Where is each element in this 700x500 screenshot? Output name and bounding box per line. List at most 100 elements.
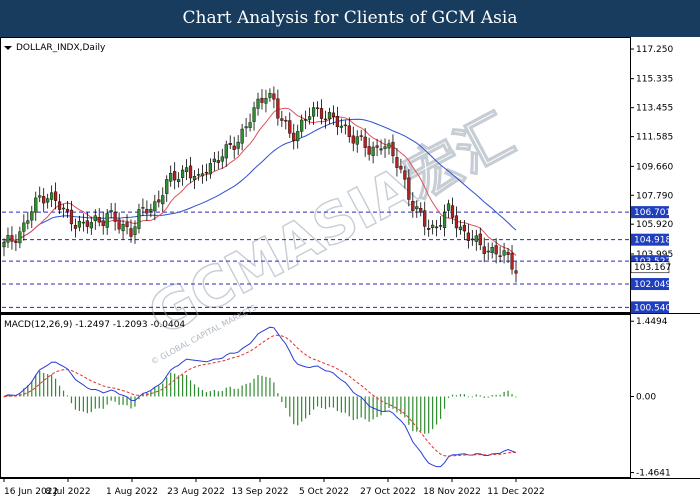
macd-tick-label: -1.4641 bbox=[636, 469, 671, 479]
macd-histogram-bar bbox=[499, 394, 501, 397]
macd-histogram-bar bbox=[241, 385, 243, 397]
macd-histogram-bar bbox=[158, 385, 160, 397]
macd-histogram-bar bbox=[74, 396, 77, 410]
macd-histogram-bar bbox=[301, 396, 303, 422]
candle-body bbox=[129, 228, 133, 237]
candle-body bbox=[46, 198, 50, 203]
macd-histogram-bar bbox=[384, 396, 386, 412]
candle-body bbox=[240, 128, 244, 144]
candle-body bbox=[272, 93, 276, 100]
candle-body bbox=[419, 208, 423, 213]
macd-histogram-bar bbox=[98, 396, 100, 409]
candle-body bbox=[304, 119, 308, 121]
macd-histogram-bar bbox=[221, 391, 223, 397]
candle-body bbox=[77, 220, 82, 228]
macd-histogram-bar bbox=[213, 389, 215, 397]
candle-body bbox=[256, 98, 260, 109]
macd-histogram-bar bbox=[205, 392, 208, 397]
macd-histogram-bar bbox=[90, 396, 92, 413]
candle-body bbox=[478, 233, 482, 246]
macd-histogram-bar bbox=[229, 386, 231, 397]
macd-histogram-bar bbox=[66, 395, 69, 397]
macd-histogram-bar bbox=[162, 383, 164, 397]
macd-histogram-bar bbox=[277, 393, 279, 397]
slow-moving-average-line bbox=[3, 118, 517, 243]
candle-body bbox=[454, 215, 459, 229]
candle-body bbox=[327, 112, 332, 120]
candle-body bbox=[331, 112, 336, 118]
macd-histogram-bar bbox=[392, 396, 394, 409]
candle-body bbox=[280, 118, 284, 121]
candle-body bbox=[435, 226, 439, 229]
macd-histogram-bar bbox=[467, 396, 469, 398]
price-tick-label: 103.995 bbox=[636, 250, 673, 260]
macd-histogram-bar bbox=[289, 396, 291, 417]
candle-body bbox=[105, 213, 109, 228]
candle-body bbox=[387, 143, 391, 149]
candle-body bbox=[391, 141, 395, 157]
candle-body bbox=[212, 158, 216, 163]
candle-body bbox=[208, 163, 212, 175]
macd-line bbox=[3, 326, 517, 468]
candle-body bbox=[42, 196, 46, 204]
candle-body bbox=[284, 119, 288, 122]
macd-histogram-bar bbox=[432, 396, 434, 430]
macd-histogram-bar bbox=[106, 396, 108, 405]
candle-body bbox=[498, 255, 502, 257]
macd-histogram-bar bbox=[78, 396, 81, 411]
macd-histogram-bar bbox=[27, 385, 29, 397]
macd-histogram bbox=[3, 371, 517, 434]
candle-body bbox=[173, 171, 177, 181]
macd-histogram-bar bbox=[364, 396, 366, 420]
time-tick-label: 13 Sep 2022 bbox=[231, 487, 288, 497]
candle-body bbox=[38, 195, 42, 198]
macd-histogram-bar bbox=[54, 378, 57, 397]
macd-histogram-bar bbox=[515, 396, 517, 398]
candle-body bbox=[121, 224, 125, 232]
candle-body bbox=[399, 165, 403, 170]
candle-body bbox=[220, 156, 224, 162]
candle-body bbox=[69, 209, 74, 225]
candle-body bbox=[216, 160, 220, 163]
candle-body bbox=[85, 220, 89, 227]
candle-body bbox=[177, 179, 181, 183]
macd-histogram-bar bbox=[312, 396, 315, 410]
chart-header-title: Chart Analysis for Clients of GCM Asia bbox=[0, 0, 700, 37]
candle-body bbox=[161, 195, 165, 205]
macd-histogram-bar bbox=[416, 396, 418, 432]
candle-body bbox=[450, 205, 455, 218]
candle-body bbox=[415, 206, 419, 210]
candle-body bbox=[26, 220, 30, 224]
candle-body bbox=[470, 238, 474, 241]
time-tick-label: 1 Aug 2022 bbox=[106, 487, 158, 497]
macd-histogram-bar bbox=[122, 396, 124, 405]
price-tick-label: 113.455 bbox=[636, 104, 673, 114]
candle-body bbox=[351, 135, 355, 144]
macd-histogram-bar bbox=[368, 396, 370, 422]
macd-histogram-bar bbox=[102, 396, 104, 409]
macd-histogram-bar bbox=[130, 396, 132, 409]
time-tick-label: 8 Jul 2022 bbox=[45, 487, 90, 497]
macd-histogram-bar bbox=[443, 396, 446, 409]
macd-histogram-bar bbox=[185, 375, 188, 397]
chart-canvas: GCMASIA宏汇 © GLOBAL CAPITAL MARKETS 117.2… bbox=[0, 37, 700, 497]
macd-histogram-bar bbox=[94, 396, 96, 409]
macd-histogram-bar bbox=[495, 394, 497, 397]
candlestick-series bbox=[2, 86, 518, 283]
candle-body bbox=[308, 116, 312, 120]
macd-histogram-bar bbox=[118, 396, 120, 405]
macd-histogram-bar bbox=[51, 374, 53, 397]
candle-body bbox=[145, 208, 149, 214]
macd-pane bbox=[0, 314, 631, 478]
macd-histogram-bar bbox=[193, 384, 196, 397]
candle-body bbox=[296, 131, 300, 142]
candle-body bbox=[73, 224, 78, 229]
candle-body bbox=[264, 98, 268, 104]
macd-histogram-bar bbox=[197, 387, 200, 397]
macd-histogram-bar bbox=[110, 396, 112, 401]
symbol-dropdown-icon[interactable] bbox=[4, 46, 12, 50]
macd-histogram-bar bbox=[336, 396, 338, 412]
candle-body bbox=[2, 242, 6, 248]
candle-body bbox=[133, 226, 137, 235]
candle-body bbox=[97, 217, 101, 223]
